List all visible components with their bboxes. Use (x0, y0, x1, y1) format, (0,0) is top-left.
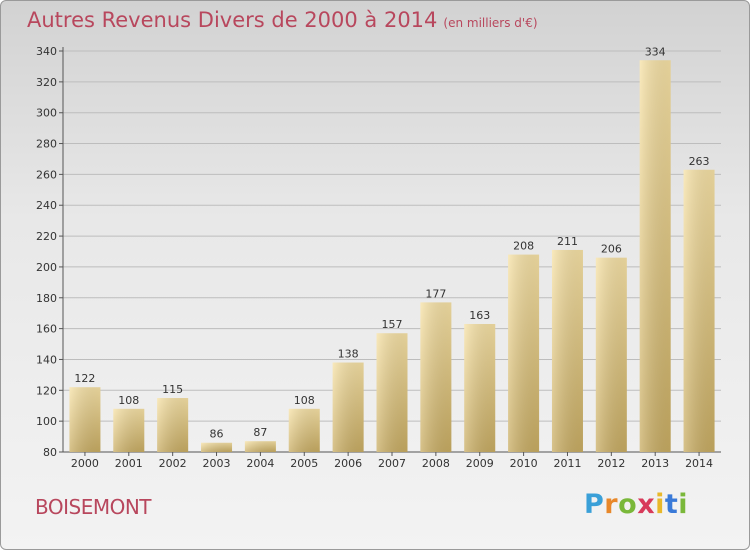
bar-shade (420, 302, 452, 452)
logo-letter: i (678, 489, 689, 520)
bar-shade (288, 408, 320, 452)
x-tick-label: 2014 (685, 457, 713, 470)
x-tick-label: 2011 (553, 457, 581, 470)
bar-value-label: 157 (382, 318, 403, 331)
logo-letter: x (637, 489, 656, 520)
bar-value-label: 87 (253, 426, 267, 439)
bar-value-label: 108 (118, 394, 139, 407)
logo-letter: i (655, 489, 665, 520)
bar-value-label: 208 (513, 240, 534, 253)
bar-shade (376, 333, 408, 452)
bar-shade (595, 257, 627, 452)
proxiti-logo: Proxiti (584, 489, 688, 520)
bar-shade (201, 442, 233, 452)
bar-shade (464, 323, 496, 452)
bar-shade (244, 441, 276, 452)
bar-shade (157, 398, 189, 452)
bar-value-label: 206 (601, 243, 622, 256)
logo-letter: t (664, 489, 679, 520)
x-tick-label: 2002 (159, 457, 187, 470)
x-tick-label: 2012 (597, 457, 625, 470)
y-tick-label: 280 (36, 138, 57, 151)
logo-letter: o (618, 489, 638, 520)
chart-title: Autres Revenus Divers de 2000 à 2014 (en … (27, 8, 538, 32)
logo-letter: P (584, 489, 605, 520)
bar-shade (639, 60, 671, 452)
bar-value-label: 122 (74, 372, 95, 385)
bar-shade (551, 249, 583, 452)
y-tick-label: 180 (36, 292, 57, 305)
bar-shade (683, 169, 715, 452)
y-tick-label: 80 (43, 446, 57, 459)
y-tick-label: 140 (36, 353, 57, 366)
chart-title-unit: (en milliers d'€) (443, 16, 538, 30)
bar-value-label: 334 (645, 45, 666, 58)
bars (69, 60, 715, 452)
logo-letter: r (604, 489, 619, 520)
bar-value-label: 263 (689, 155, 710, 168)
y-tick-label: 100 (36, 415, 57, 428)
y-tick-label: 240 (36, 199, 57, 212)
x-tick-label: 2010 (510, 457, 538, 470)
x-tick-label: 2001 (115, 457, 143, 470)
x-tick-label: 2007 (378, 457, 406, 470)
y-tick-label: 300 (36, 107, 57, 120)
bar-value-label: 211 (557, 235, 578, 248)
y-tick-label: 200 (36, 261, 57, 274)
x-tick-label: 2013 (641, 457, 669, 470)
bar-value-label: 115 (162, 383, 183, 396)
bar-value-label: 177 (425, 287, 446, 300)
chart-title-text: Autres Revenus Divers de 2000 à 2014 (27, 8, 438, 32)
x-tick-label: 2003 (203, 457, 231, 470)
y-tick-label: 120 (36, 384, 57, 397)
y-tick-label: 320 (36, 76, 57, 89)
bar-shade (69, 387, 101, 452)
y-tick-label: 260 (36, 168, 57, 181)
y-tick-label: 160 (36, 323, 57, 336)
commune-name: BOISEMONT (35, 495, 152, 519)
bar-shade (508, 254, 540, 452)
bar-value-label: 108 (294, 394, 315, 407)
bar-shade (113, 408, 145, 452)
x-tick-label: 2000 (71, 457, 99, 470)
x-tick-label: 2004 (246, 457, 274, 470)
bar-value-label: 138 (338, 348, 359, 361)
y-tick-label: 340 (36, 45, 57, 58)
x-tick-label: 2005 (290, 457, 318, 470)
bar-shade (332, 362, 364, 452)
axes: 80 100 120 140 160 180 200 220 240 260 280 300 320 34… (36, 45, 721, 470)
x-tick-label: 2009 (466, 457, 494, 470)
bar-value-label: 163 (469, 309, 490, 322)
x-tick-label: 2006 (334, 457, 362, 470)
bar-value-label: 86 (210, 428, 224, 441)
labels: 122 108 115 86 87 108 138 157 177 163 208 211 206 334… (74, 45, 709, 440)
x-tick-label: 2008 (422, 457, 450, 470)
y-tick-label: 220 (36, 230, 57, 243)
